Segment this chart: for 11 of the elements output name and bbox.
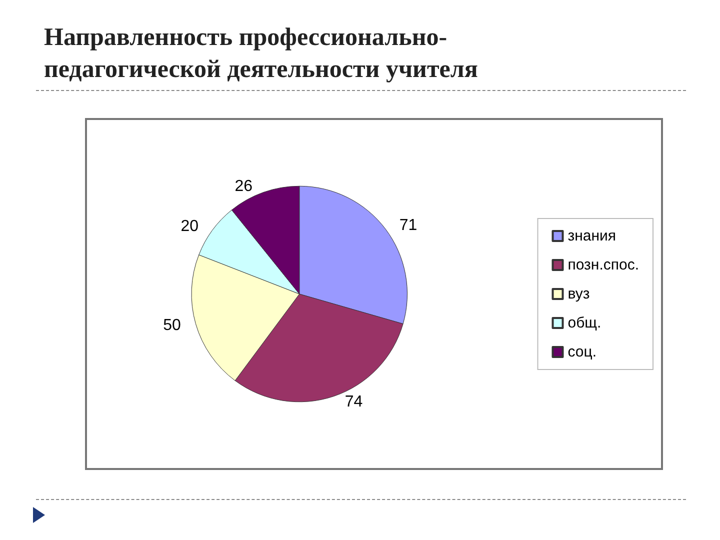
- legend-label: позн.спос.: [568, 256, 640, 274]
- legend-label: общ.: [568, 314, 602, 332]
- chart-title: Направленность профессионально-педагогической деятельности учителя: [44, 23, 479, 85]
- legend-label: соц.: [568, 344, 597, 360]
- legend-label: знания: [568, 228, 616, 244]
- data-label: 20: [180, 218, 199, 236]
- legend-label: вуз: [568, 286, 590, 302]
- data-label: 74: [344, 393, 363, 410]
- data-label: 26: [234, 178, 253, 196]
- data-label: 50: [163, 317, 182, 334]
- data-label: 71: [399, 217, 418, 234]
